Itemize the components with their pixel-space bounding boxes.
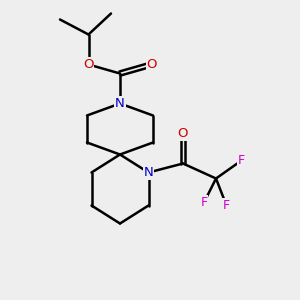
Text: O: O (146, 58, 157, 71)
Text: N: N (144, 166, 153, 179)
Text: F: F (223, 199, 230, 212)
Text: F: F (238, 154, 245, 167)
Text: O: O (178, 127, 188, 140)
Text: N: N (115, 97, 125, 110)
Text: F: F (200, 196, 208, 209)
Text: O: O (83, 58, 94, 71)
